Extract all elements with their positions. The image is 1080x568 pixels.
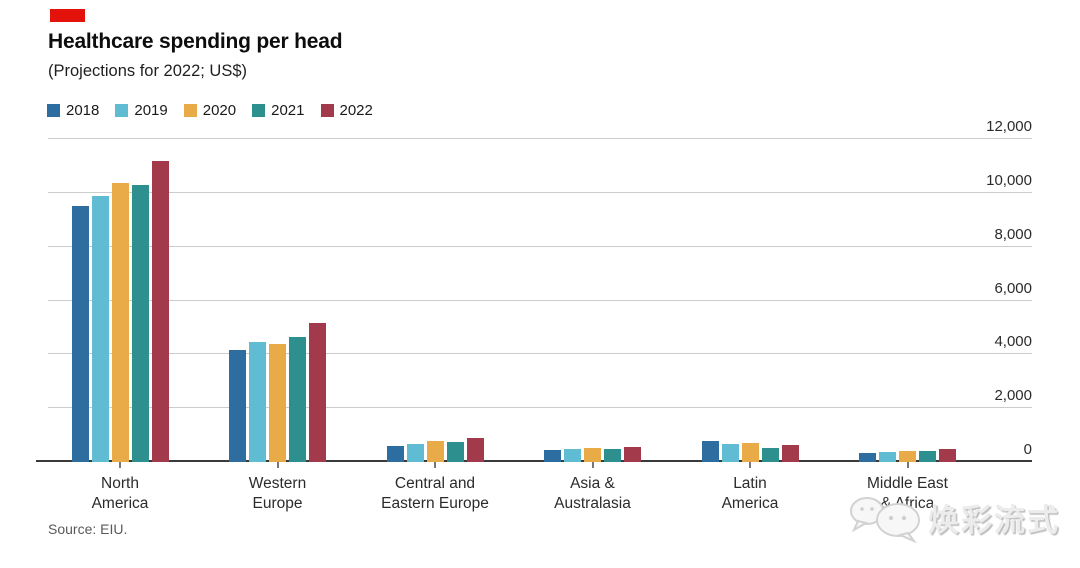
x-tick (434, 462, 436, 468)
bar-2020 (111, 183, 129, 462)
y-tick-label: 2,000 (994, 387, 1032, 405)
legend-item-2019: 2019 (115, 102, 168, 119)
chart-subtitle: (Projections for 2022; US$) (48, 62, 248, 80)
x-axis-label: Western Europe (193, 474, 363, 514)
legend-item-2018: 2018 (47, 102, 99, 119)
y-tick-label: 0 (1023, 441, 1032, 458)
bar-group-central-and-eastern-europe (386, 139, 484, 462)
bar-2022 (939, 449, 956, 462)
bar-2021 (604, 448, 621, 462)
x-tick (749, 462, 751, 468)
legend-swatch-2020 (183, 104, 197, 117)
bar-group-middle-east-africa (859, 139, 956, 462)
x-tick (119, 462, 121, 468)
gridline-8000 (48, 245, 1032, 247)
legend-label: 2019 (134, 102, 168, 119)
gridline-12000 (48, 138, 1032, 139)
y-tick-label: 10,000 (986, 171, 1032, 189)
x-axis-label-line: Middle East (867, 475, 948, 492)
legend-item-2022: 2022 (320, 102, 373, 119)
bar-2019 (406, 444, 424, 462)
x-tick (906, 462, 909, 468)
bar-2018 (701, 441, 719, 462)
bar-group-asia-australasia (544, 139, 641, 462)
x-axis-label-line: Asia & (570, 475, 615, 492)
bar-2018 (386, 446, 404, 462)
bar-2019 (249, 342, 266, 462)
legend-label: 2022 (339, 102, 373, 119)
bar-2022 (466, 438, 484, 462)
legend-label: 2020 (202, 102, 237, 119)
bar-2021 (289, 336, 306, 462)
bar-2019 (91, 195, 109, 462)
bar-2022 (309, 323, 326, 462)
x-axis-label-line: Australasia (554, 495, 631, 512)
x-axis-label-line: America (91, 495, 149, 512)
x-axis-line (36, 460, 1032, 462)
bar-2019 (879, 451, 896, 462)
bar-2022 (781, 445, 799, 462)
bar-2018 (229, 350, 246, 462)
x-axis-label-line: Latin (733, 475, 767, 492)
chart-title: Healthcare spending per head (48, 30, 343, 53)
bar-2020 (584, 448, 601, 462)
x-axis-label: Central and Eastern Europe (350, 474, 520, 514)
bar-2018 (544, 449, 561, 462)
x-axis-label-line: North (101, 475, 139, 492)
watermark: 焕彩流式 (846, 490, 1060, 544)
bar-2020 (899, 450, 916, 462)
x-axis-label-line: Europe (252, 495, 303, 512)
gridline-2000 (48, 407, 1032, 409)
x-axis-label-line: Eastern Europe (381, 495, 489, 512)
gridline-4000 (48, 353, 1032, 355)
bar-2018 (71, 206, 89, 462)
legend-swatch-2021 (252, 104, 266, 117)
bar-2020 (269, 343, 286, 462)
legend-label: 2021 (271, 102, 305, 119)
chat-bubbles-icon (850, 497, 920, 544)
bar-2021 (131, 184, 149, 462)
legend-swatch-2019 (115, 104, 129, 117)
legend-swatch-2022 (320, 104, 334, 117)
bar-2018 (859, 452, 876, 462)
x-tick (276, 462, 279, 468)
x-axis-label-line: Western (248, 475, 307, 492)
legend: 2018 2019 2020 2021 2022 (47, 102, 373, 119)
gridline-10000 (48, 191, 1032, 193)
source-note: Source: EIU. (48, 521, 128, 537)
x-tick (591, 462, 594, 468)
legend-item-2020: 2020 (183, 102, 237, 119)
x-axis-label: Asia & Australasia (508, 474, 678, 514)
x-axis-label: Latin America (665, 474, 835, 514)
bar-2021 (446, 441, 464, 462)
bar-2020 (741, 443, 759, 462)
y-tick-label: 12,000 (986, 118, 1032, 135)
bar-2022 (624, 446, 641, 462)
legend-label: 2018 (66, 102, 100, 119)
legend-item-2021: 2021 (252, 102, 305, 119)
y-tick-label: 4,000 (994, 333, 1032, 351)
x-axis-label-line: Central and (394, 475, 476, 492)
y-tick-label: 8,000 (994, 225, 1032, 243)
bar-2022 (151, 160, 169, 462)
bar-2021 (761, 448, 779, 462)
plot-area: 0 2,000 4,000 6,000 8,000 10,000 12,000 North Am… (36, 118, 1032, 512)
x-axis-label-line: America (721, 495, 779, 512)
bar-2019 (564, 449, 581, 462)
bar-2019 (721, 443, 739, 462)
bar-2020 (426, 441, 444, 462)
y-tick-label: 6,000 (994, 279, 1032, 297)
bar-group-north-america (71, 139, 169, 462)
gridline-6000 (48, 299, 1032, 301)
x-axis-label: North America (35, 474, 205, 514)
brand-red-tab (50, 9, 85, 22)
bar-group-western-europe (229, 139, 326, 462)
bar-group-latin-america (701, 139, 799, 462)
bar-2021 (919, 451, 936, 462)
legend-swatch-2018 (47, 104, 60, 117)
watermark-text: 焕彩流式 (928, 502, 1060, 538)
